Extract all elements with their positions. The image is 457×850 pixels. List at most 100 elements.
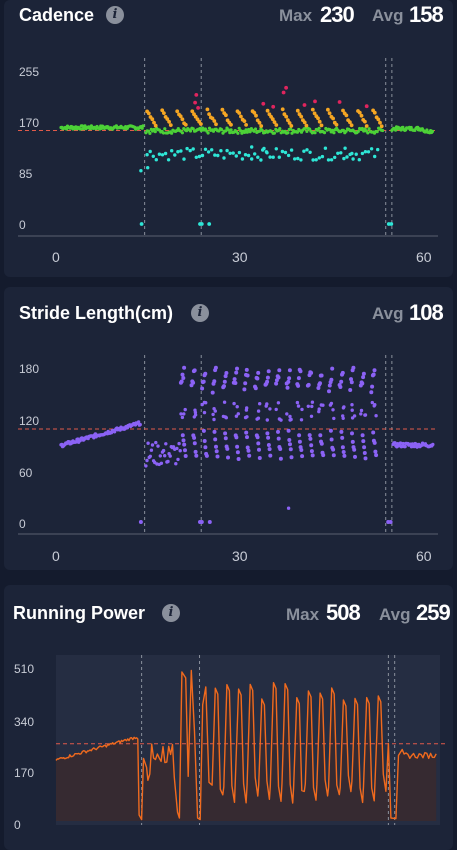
cadence-point	[332, 131, 336, 135]
stride-point	[148, 454, 152, 458]
stride-chart: 180 120 60 0 0 30 60	[18, 355, 438, 564]
stride-avg-label: Avg	[372, 304, 404, 323]
cadence-point	[339, 151, 343, 155]
cadence-point	[299, 114, 304, 119]
stride-point	[180, 372, 185, 377]
stride-point	[245, 435, 249, 440]
stride-point	[236, 412, 240, 416]
cadence-point	[139, 169, 143, 173]
cadence-point	[375, 130, 379, 134]
cadence-point	[206, 150, 211, 154]
cadence-point	[176, 150, 180, 154]
cadence-point	[207, 222, 212, 226]
stride-point	[266, 369, 271, 374]
cadence-point	[308, 150, 312, 154]
stride-point	[341, 450, 346, 454]
stride-point	[348, 388, 353, 392]
stride-point	[351, 365, 356, 370]
stride-point	[224, 371, 229, 375]
power-card: Running Power i Max 508 Avg 259 510 340 …	[4, 585, 453, 850]
cadence-point	[200, 153, 205, 158]
stride-point	[401, 441, 405, 446]
cadence-point	[327, 111, 332, 116]
stride-point	[265, 375, 270, 380]
stride-point	[193, 413, 198, 417]
cadence-point	[240, 157, 245, 161]
stride-point	[223, 374, 228, 379]
cadence-point	[224, 113, 228, 118]
cadence-point	[248, 130, 252, 134]
stride-point	[329, 437, 334, 442]
stride-point	[235, 444, 240, 449]
stride-point	[361, 439, 366, 444]
cadence-point	[399, 128, 403, 132]
cadence-point	[236, 131, 240, 135]
stride-point	[374, 414, 378, 418]
cadence-point	[289, 148, 294, 152]
info-icon[interactable]: i	[191, 304, 209, 322]
cadence-point	[190, 109, 195, 114]
power-ytick-170: 170	[14, 766, 34, 780]
stride-point	[331, 447, 336, 452]
stride-point	[372, 440, 377, 445]
stride-point	[201, 379, 206, 384]
stride-point	[328, 428, 333, 433]
stride-point	[329, 401, 334, 406]
cadence-point	[78, 127, 82, 131]
cadence-point	[168, 123, 173, 127]
cadence-point	[239, 129, 243, 133]
cadence-point	[337, 100, 342, 104]
stride-point	[306, 404, 310, 408]
cadence-point	[360, 151, 365, 156]
stride-point	[192, 435, 197, 440]
cadence-point	[153, 123, 158, 128]
info-icon[interactable]: i	[106, 6, 124, 24]
cadence-point	[216, 153, 220, 158]
cadence-header: Cadence i Max 230 Avg 158	[4, 0, 453, 38]
stride-point	[318, 381, 322, 386]
stride-point	[317, 407, 321, 411]
cadence-point	[367, 127, 371, 131]
power-area	[56, 670, 437, 821]
stride-point	[276, 429, 280, 434]
stride-point	[193, 449, 198, 454]
stride-point	[176, 457, 180, 462]
stride-point	[331, 453, 336, 458]
stride-point	[288, 442, 292, 447]
stride-title: Stride Length(cm)	[19, 303, 174, 323]
stride-point	[309, 370, 314, 375]
cadence-point	[210, 148, 214, 152]
stride-point	[203, 445, 208, 450]
stride-point	[182, 412, 186, 416]
cadence-point	[363, 119, 367, 124]
cadence-point	[313, 99, 317, 104]
stride-point	[244, 430, 249, 435]
power-ytick-510: 510	[14, 662, 34, 676]
stride-point	[360, 381, 365, 386]
cadence-point	[320, 154, 325, 159]
info-icon[interactable]: i	[162, 604, 180, 622]
cadence-point	[239, 114, 243, 119]
stride-point	[233, 381, 238, 385]
cadence-point	[302, 103, 307, 107]
stride-point	[166, 459, 170, 464]
stride-point	[289, 455, 294, 460]
stride-point	[234, 370, 239, 375]
cadence-point	[331, 116, 335, 121]
cadence-point	[286, 118, 290, 123]
stride-point	[340, 370, 345, 375]
stride-point	[359, 408, 364, 413]
cadence-point	[326, 158, 331, 162]
cadence-point	[151, 154, 155, 158]
cadence-point	[351, 157, 355, 161]
stride-point	[136, 420, 141, 424]
cadence-point	[316, 116, 320, 121]
stride-point	[154, 440, 158, 445]
stride-point	[232, 401, 236, 406]
stride-point	[179, 412, 183, 416]
power-max-label: Max	[286, 605, 320, 624]
cadence-point	[228, 131, 232, 135]
stride-point	[274, 407, 278, 412]
stride-point	[353, 454, 357, 459]
stride-point	[306, 382, 311, 387]
